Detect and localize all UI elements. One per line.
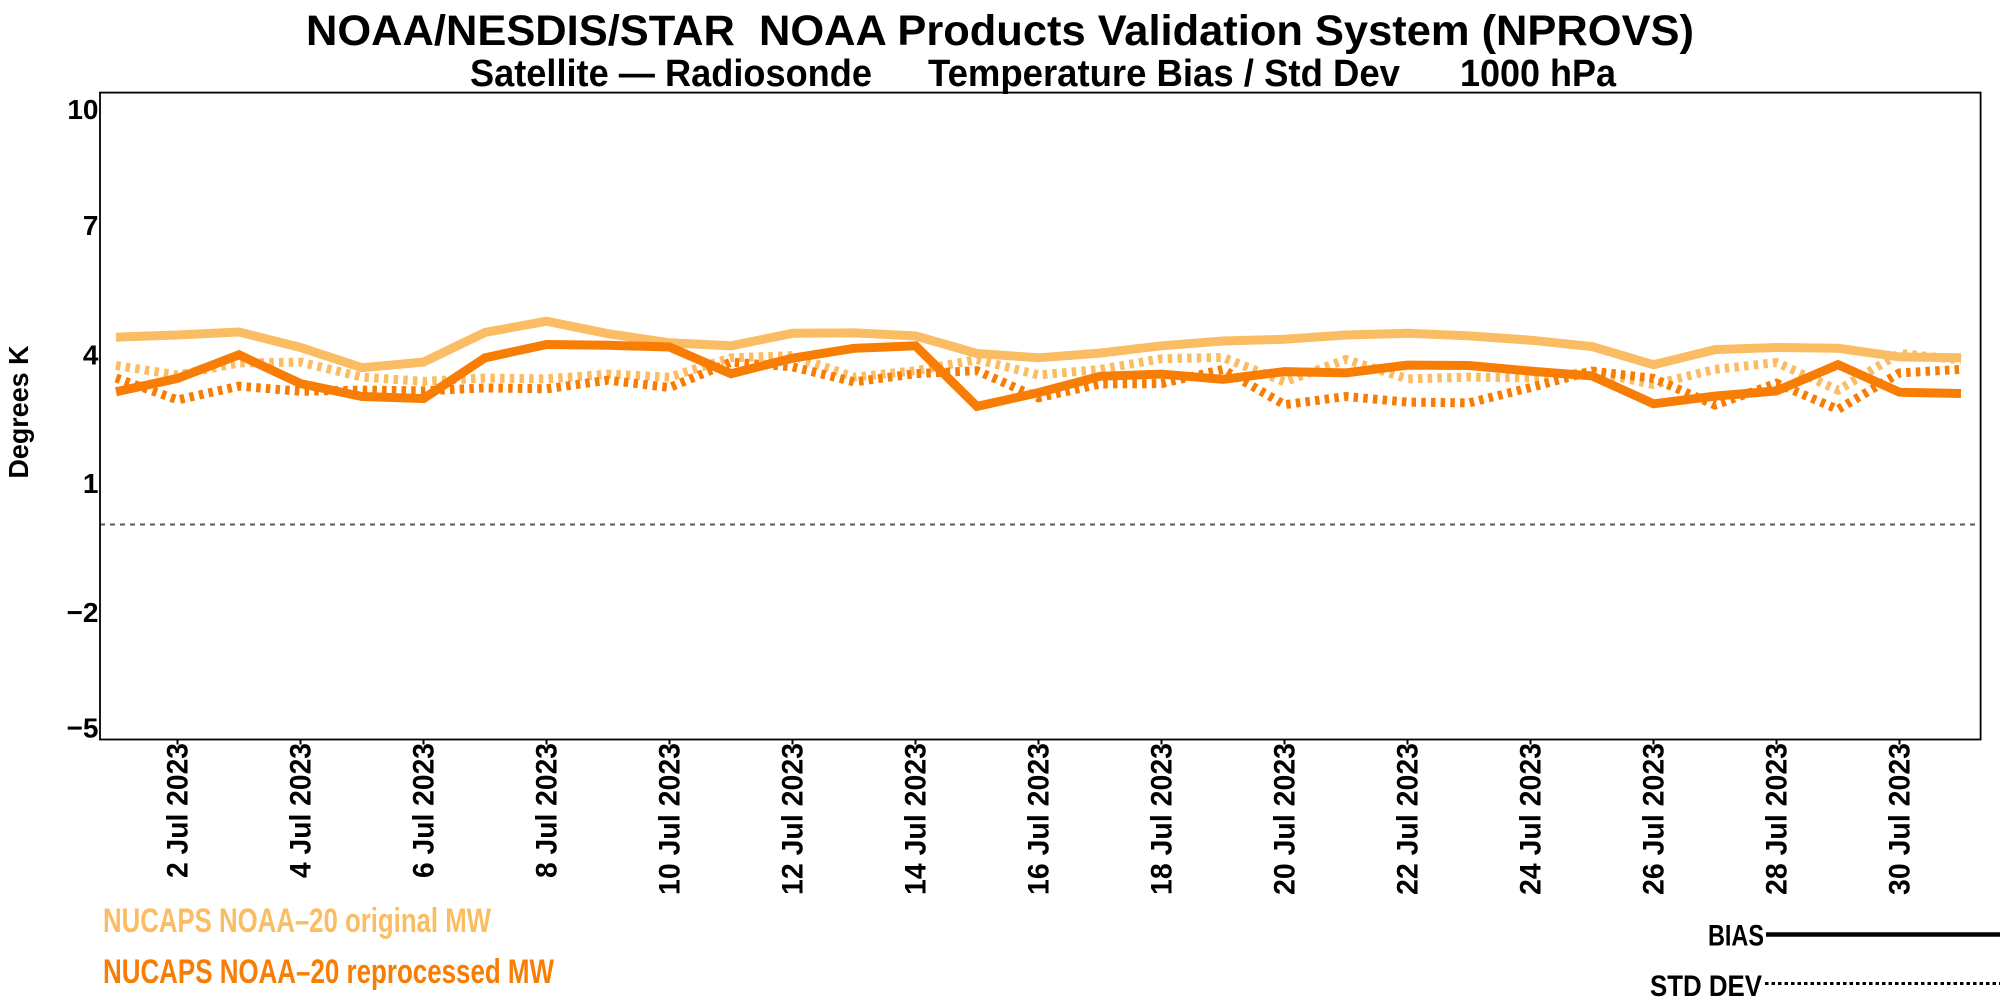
svg-text:14 Jul 2023: 14 Jul 2023 <box>900 743 933 895</box>
svg-text:26 Jul 2023: 26 Jul 2023 <box>1638 743 1671 895</box>
svg-text:Temperature Bias / Std Dev: Temperature Bias / Std Dev <box>928 53 1400 95</box>
svg-text:NOAA/NESDIS/STAR NOAA Product: NOAA/NESDIS/STAR NOAA Products Validatio… <box>306 7 1694 55</box>
svg-text:NUCAPS NOAA–20 original MW: NUCAPS NOAA–20 original MW <box>103 902 492 940</box>
svg-text:4: 4 <box>83 339 99 370</box>
svg-text:30 Jul 2023: 30 Jul 2023 <box>1884 743 1917 895</box>
svg-text:6 Jul 2023: 6 Jul 2023 <box>408 743 441 878</box>
svg-text:BIAS: BIAS <box>1708 920 1764 953</box>
svg-text:1: 1 <box>83 468 99 499</box>
svg-text:12 Jul 2023: 12 Jul 2023 <box>777 743 810 895</box>
svg-text:−5: −5 <box>67 713 99 744</box>
svg-text:8 Jul 2023: 8 Jul 2023 <box>531 743 564 878</box>
svg-text:10 Jul 2023: 10 Jul 2023 <box>654 743 687 895</box>
svg-text:Satellite — Radiosonde: Satellite — Radiosonde <box>470 53 872 95</box>
svg-text:16 Jul 2023: 16 Jul 2023 <box>1023 743 1056 895</box>
svg-text:STD DEV: STD DEV <box>1650 970 1762 1000</box>
svg-text:−2: −2 <box>67 597 99 628</box>
svg-text:20 Jul 2023: 20 Jul 2023 <box>1269 743 1302 895</box>
svg-text:10: 10 <box>67 94 98 125</box>
svg-text:NUCAPS NOAA–20 reprocessed MW: NUCAPS NOAA–20 reprocessed MW <box>103 953 555 991</box>
svg-text:28 Jul 2023: 28 Jul 2023 <box>1761 743 1794 895</box>
svg-text:1000 hPa: 1000 hPa <box>1460 53 1617 95</box>
svg-text:2 Jul 2023: 2 Jul 2023 <box>162 743 195 878</box>
svg-text:22 Jul 2023: 22 Jul 2023 <box>1392 743 1425 895</box>
svg-text:24 Jul 2023: 24 Jul 2023 <box>1515 743 1548 895</box>
svg-text:18 Jul 2023: 18 Jul 2023 <box>1146 743 1179 895</box>
svg-text:4 Jul 2023: 4 Jul 2023 <box>285 743 318 878</box>
svg-text:Degrees K: Degrees K <box>3 346 34 479</box>
svg-text:7: 7 <box>83 210 99 241</box>
